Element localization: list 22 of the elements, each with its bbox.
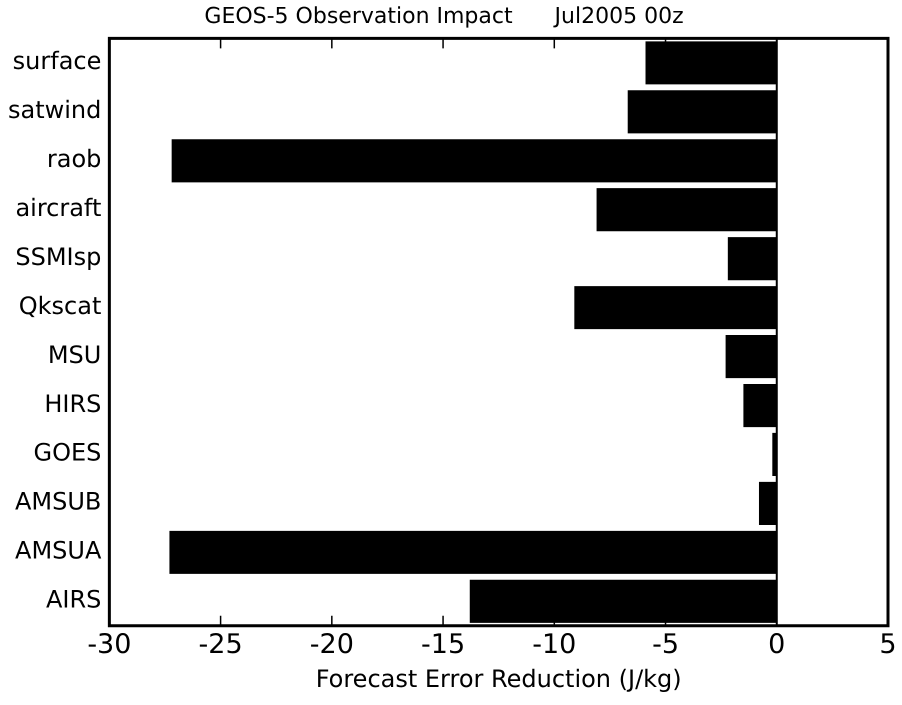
y-tick-label: GOES — [33, 438, 102, 467]
y-tick-label: HIRS — [44, 390, 102, 418]
x-tick-label: -5 — [652, 629, 679, 660]
x-tick-label: -30 — [87, 629, 132, 660]
x-axis-title: Forecast Error Reduction (J/kg) — [316, 664, 682, 693]
y-tick-label: surface — [12, 47, 102, 76]
y-tick-label: AMSUB — [14, 488, 102, 516]
y-tick-label: satwind — [8, 96, 102, 124]
x-tick-label: -25 — [198, 629, 243, 660]
y-tick-label: AMSUA — [15, 536, 102, 565]
y-tick-label: SSMIsp — [15, 242, 102, 271]
y-tick-label: MSU — [48, 340, 102, 369]
x-tick-label: -15 — [421, 629, 466, 660]
x-tick-label: 0 — [768, 629, 786, 660]
y-tick-label: aircraft — [15, 194, 102, 222]
x-tick-label: -20 — [310, 629, 354, 660]
y-tick-label: AIRS — [46, 586, 102, 614]
chart-title: GEOS-5 Observation Impact Jul2005 00z — [204, 4, 684, 29]
x-tick-label: 5 — [879, 629, 897, 660]
x-tick-label: -10 — [532, 629, 576, 660]
y-tick-label: raob — [46, 145, 102, 174]
y-tick-label: Qkscat — [18, 292, 102, 320]
